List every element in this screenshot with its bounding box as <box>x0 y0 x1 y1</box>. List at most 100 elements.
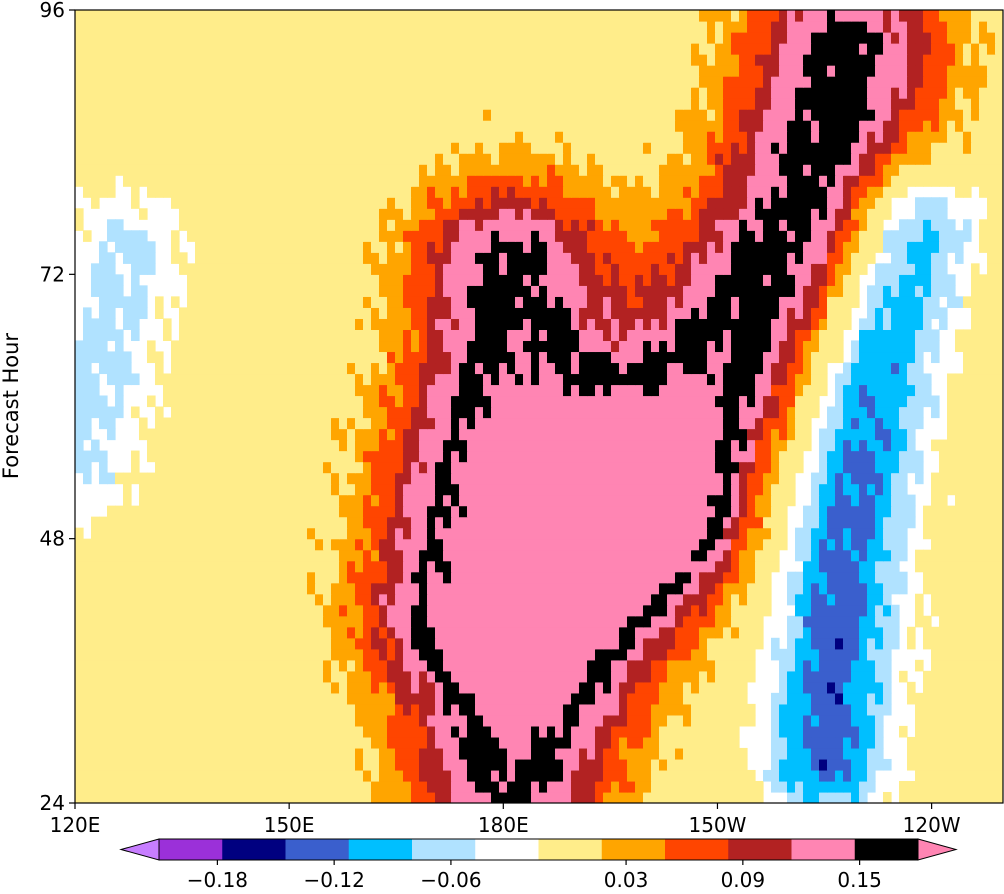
contour-cell <box>803 681 812 694</box>
contour-cell <box>267 571 276 584</box>
contour-cell <box>547 494 556 507</box>
contour-cell <box>235 329 244 342</box>
contour-cell <box>955 516 964 529</box>
contour-cell <box>899 406 908 419</box>
contour-cell <box>259 747 268 760</box>
contour-cell <box>611 296 620 308</box>
contour-cell <box>635 637 644 650</box>
contour-cell <box>171 428 180 441</box>
contour-cell <box>443 736 452 749</box>
contour-cell <box>539 351 548 364</box>
contour-cell <box>763 351 772 364</box>
contour-cell <box>539 538 548 551</box>
contour-cell <box>187 604 196 617</box>
contour-cell <box>891 450 900 463</box>
contour-cell <box>883 659 892 672</box>
contour-cell <box>259 439 268 452</box>
contour-cell <box>531 307 540 319</box>
contour-cell <box>651 450 660 463</box>
contour-cell <box>427 582 436 595</box>
contour-cell <box>771 527 780 540</box>
contour-cell <box>579 395 588 408</box>
contour-cell <box>603 681 612 694</box>
contour-cell <box>171 747 180 760</box>
contour-cell <box>587 571 596 584</box>
contour-cell <box>203 472 212 485</box>
contour-cell <box>243 780 252 793</box>
contour-cell <box>419 747 428 760</box>
contour-cell <box>243 296 252 308</box>
contour-cell <box>939 516 948 529</box>
contour-cell <box>955 538 964 551</box>
contour-cell <box>651 571 660 584</box>
contour-cell <box>195 417 204 430</box>
contour-cell <box>907 791 916 803</box>
contour-cell <box>971 582 980 595</box>
contour-cell <box>283 736 292 749</box>
contour-cell <box>155 549 164 562</box>
contour-cell <box>955 736 964 749</box>
contour-cell <box>515 307 524 319</box>
contour-cell <box>219 428 228 441</box>
contour-cell <box>739 670 748 683</box>
contour-cell <box>115 340 124 353</box>
contour-cell <box>251 406 260 419</box>
contour-cell <box>75 615 84 628</box>
contour-cell <box>283 351 292 364</box>
contour-cell <box>459 593 468 606</box>
contour-cell <box>291 450 300 463</box>
contour-cell <box>611 483 620 496</box>
contour-cell <box>387 725 396 738</box>
contour-cell <box>731 692 740 705</box>
contour-cell <box>595 714 604 727</box>
contour-cell <box>659 494 668 507</box>
contour-cell <box>611 494 620 507</box>
contour-cell <box>811 780 820 793</box>
contour-cell <box>211 428 220 441</box>
contour-cell <box>227 395 236 408</box>
contour-cell <box>811 527 820 540</box>
contour-cell <box>819 615 828 628</box>
contour-cell <box>555 769 564 782</box>
contour-cell <box>539 373 548 386</box>
contour-cell <box>707 362 716 375</box>
contour-cell <box>451 538 460 551</box>
contour-cell <box>83 692 92 705</box>
contour-cell <box>851 340 860 353</box>
contour-cell <box>915 791 924 803</box>
contour-cell <box>299 516 308 529</box>
contour-cell <box>795 406 804 419</box>
contour-cell <box>875 318 884 330</box>
contour-cell <box>235 703 244 716</box>
contour-cell <box>83 318 92 330</box>
contour-cell <box>283 527 292 540</box>
contour-cell <box>915 329 924 342</box>
contour-cell <box>491 560 500 573</box>
contour-cell <box>699 560 708 573</box>
contour-cell <box>763 483 772 496</box>
contour-cell <box>867 340 876 353</box>
contour-cell <box>235 461 244 474</box>
contour-cell <box>707 571 716 584</box>
contour-cell <box>715 450 724 463</box>
contour-cell <box>467 670 476 683</box>
contour-cell <box>275 384 284 397</box>
contour-cell <box>947 780 956 793</box>
contour-cell <box>819 758 828 771</box>
contour-cell <box>91 351 100 364</box>
contour-cell <box>771 450 780 463</box>
contour-cell <box>731 461 740 474</box>
contour-cell <box>339 483 348 496</box>
contour-cell <box>307 780 316 793</box>
contour-cell <box>683 439 692 452</box>
contour-cell <box>723 549 732 562</box>
contour-cell <box>475 472 484 485</box>
contour-cell <box>955 648 964 661</box>
contour-cell <box>355 384 364 397</box>
contour-cell <box>459 714 468 727</box>
contour-cell <box>587 648 596 661</box>
contour-cell <box>155 626 164 639</box>
contour-cell <box>91 604 100 617</box>
contour-cell <box>955 527 964 540</box>
contour-cell <box>867 450 876 463</box>
